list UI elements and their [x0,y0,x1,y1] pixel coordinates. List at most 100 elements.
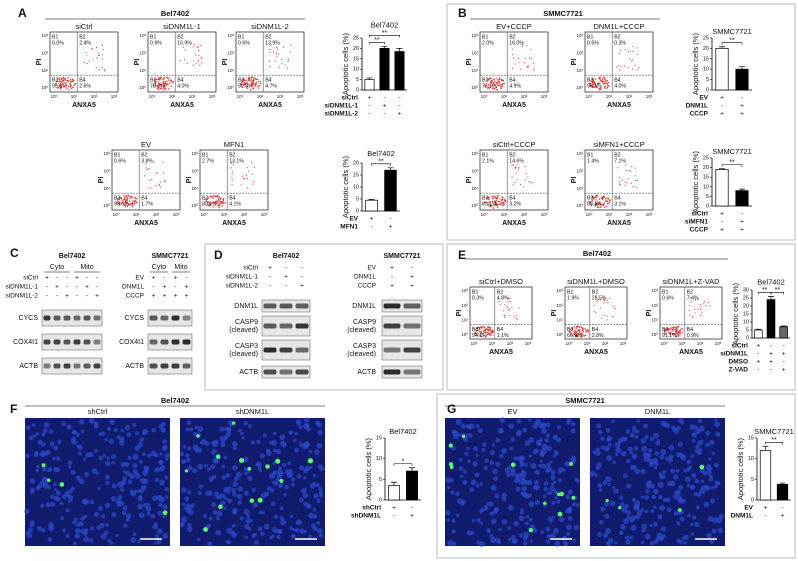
axis-tick-label: 10¹ [651,318,658,323]
nucleus [122,505,128,511]
significance-bracket [721,42,743,45]
condition-mark: + [398,111,402,118]
nucleus [55,496,61,502]
cell-dot [575,325,578,328]
cell-dot [595,201,597,204]
nucleus [709,440,715,446]
blot-band [403,347,421,353]
cell-dot [136,201,138,203]
nucleus [522,536,528,541]
cell-dot [493,204,496,206]
quadrant-percent: 78.2% [150,84,165,90]
cell-dot [253,80,255,83]
nucleus [61,421,67,427]
nucleus [302,476,307,480]
nucleus [82,457,87,461]
nucleus [57,439,62,444]
cell-dot [508,309,510,311]
blot-band [383,303,401,309]
cell-dot [630,170,632,173]
cell-dot [600,80,603,82]
blot-strip [147,333,193,351]
blot-band [182,315,191,321]
cell-dot [217,199,220,201]
quadrant-label: B1 [202,152,208,158]
nucleus [42,428,48,434]
nucleus [127,479,133,485]
nucleus [556,499,561,504]
cell-dot [521,44,523,46]
nucleus [55,467,60,473]
cell-dot [481,333,483,335]
cell-dot [212,206,215,208]
nucleus [460,423,466,429]
cell-dot [287,60,289,62]
nucleus [529,539,533,543]
panel-letter: C [10,246,19,260]
axis-tick-label: 10³ [41,33,48,38]
cell-dot [134,197,136,200]
cell-dot [115,202,118,204]
nucleus [165,457,169,461]
cell-dot [282,46,285,48]
cell-dot [205,200,207,202]
cell-dot [131,204,133,206]
condition-mark: + [174,275,178,282]
cell-dot [121,199,123,202]
nucleus [35,431,39,436]
nucleus [113,427,119,433]
quadrant-percent: 3.8% [141,158,153,164]
nucleus [318,486,323,491]
cell-dot [636,53,639,56]
quadrant-label: B1 [150,34,156,40]
cell-dot [118,198,120,201]
cell-dot [240,82,242,85]
y-tick-label: 5 [706,77,709,83]
condition-mark: + [410,283,414,290]
quadrant-label: B3 [114,196,120,202]
nucleus [180,521,185,527]
condition-mark: - [368,103,370,110]
nucleus [558,466,564,473]
cell-dot [595,202,597,205]
cell-dot [502,79,505,82]
cell-dot [73,79,75,81]
nucleus [210,464,216,470]
cell-dot [129,197,131,200]
cell-dot [253,166,256,169]
axis-tick-label: 10³ [111,94,118,99]
cell-dot [483,329,485,331]
bar [779,326,788,339]
axis-tick-label: 10¹ [103,186,110,191]
error-bar [779,482,786,485]
nucleus [308,512,315,519]
nucleus [96,525,102,530]
nucleus [633,454,637,459]
nucleus [294,431,298,436]
nucleus [545,422,551,428]
y-axis-label: Apoptotic cells (%) [341,155,350,218]
cell-dot [219,198,222,201]
nucleus [124,424,131,431]
nucleus [68,465,72,469]
cell-dot [290,44,292,46]
cell-dot [197,61,199,63]
cell-dot [168,88,170,90]
cell-dot [612,316,614,318]
cell-dot [568,330,570,333]
cell-dot [281,63,283,65]
cell-dot [483,326,485,328]
cell-dot [496,205,499,207]
cell-dot [619,69,621,71]
quadrant-percent: 16.0% [509,40,524,46]
cell-dot [274,60,276,62]
quadrant-percent: 0.6% [114,158,126,164]
axis-tick-label: 10³ [461,288,468,293]
nucleus [606,476,612,483]
blot-band [83,363,91,369]
cell-dot [674,330,677,333]
cell-dot [626,169,628,172]
nucleus [474,472,480,478]
nucleus [467,459,471,464]
nucleus [272,481,276,485]
